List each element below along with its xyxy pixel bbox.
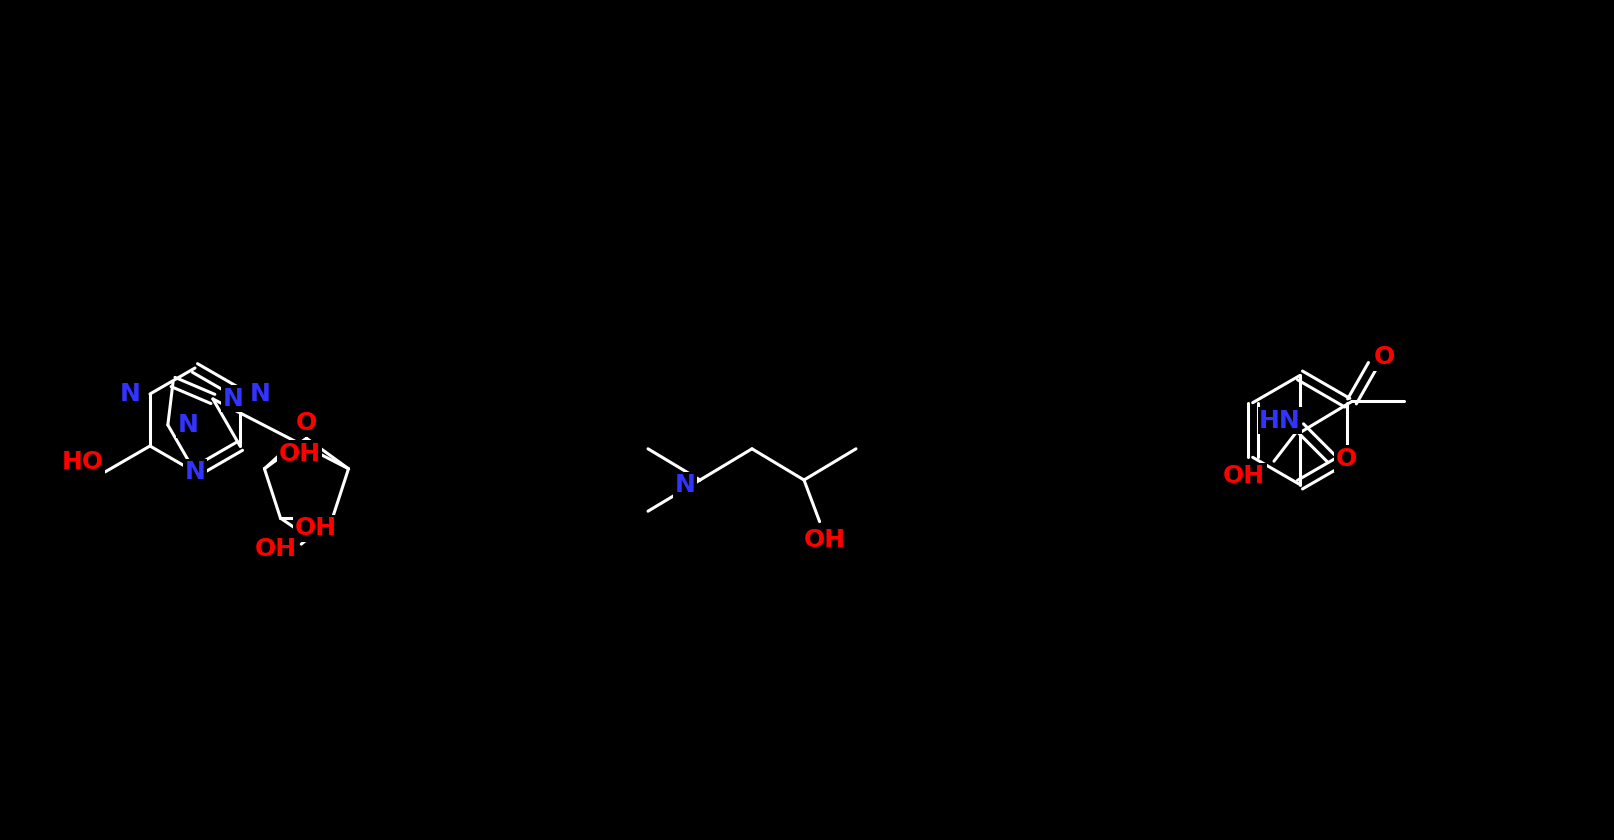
Text: O: O	[1335, 447, 1357, 470]
Text: N: N	[119, 382, 140, 406]
Text: N: N	[178, 413, 199, 437]
Text: HO: HO	[61, 450, 103, 474]
Text: OH: OH	[255, 537, 297, 561]
Text: N: N	[247, 382, 268, 406]
Text: OH: OH	[278, 442, 321, 465]
Text: N: N	[184, 460, 205, 484]
Text: O: O	[295, 412, 316, 435]
Text: HN: HN	[1259, 408, 1301, 433]
Text: OH: OH	[804, 528, 846, 552]
Text: OH: OH	[294, 516, 337, 540]
Text: N: N	[675, 473, 696, 497]
Text: O: O	[1374, 345, 1396, 369]
Text: N: N	[121, 382, 142, 406]
Text: OH: OH	[1223, 465, 1265, 488]
Text: N: N	[223, 387, 244, 411]
Text: N: N	[250, 382, 271, 406]
